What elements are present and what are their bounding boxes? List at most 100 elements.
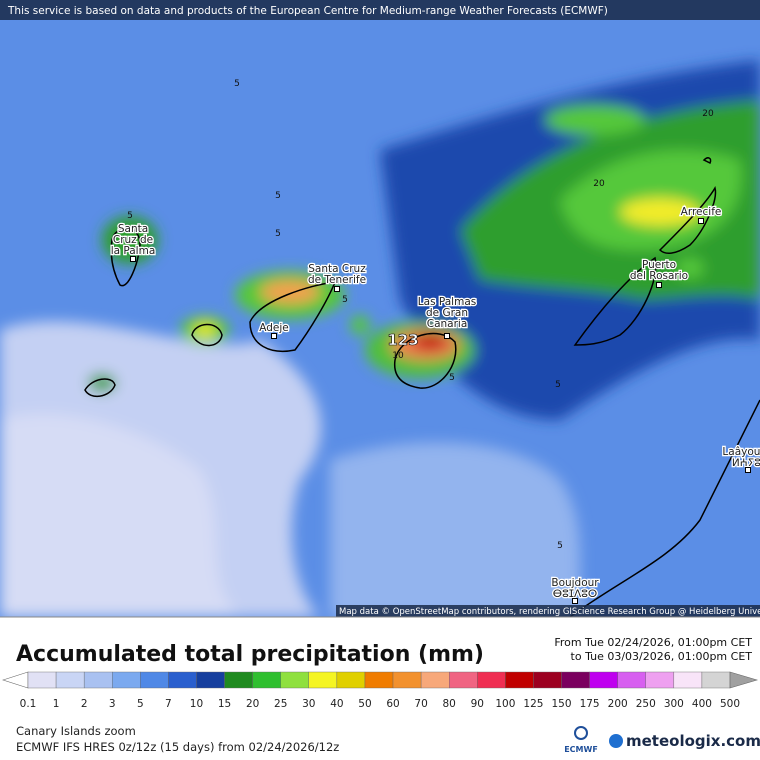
colorbar-label: 175 bbox=[580, 698, 600, 710]
contour-label: 5 bbox=[557, 541, 563, 551]
place-label: Santa bbox=[118, 223, 148, 235]
colorbar-label: 125 bbox=[523, 698, 543, 710]
colorbar-label: 80 bbox=[443, 698, 456, 710]
colorbar-box bbox=[364, 671, 394, 689]
colorbar-label: 100 bbox=[495, 698, 515, 710]
colorbar-label: 1 bbox=[53, 698, 60, 710]
contour-label: 5 bbox=[555, 380, 561, 390]
colorbar-box bbox=[196, 671, 225, 689]
place-label: Laâyoune bbox=[722, 446, 760, 458]
colorbar-label: 0.1 bbox=[20, 698, 37, 710]
colorbar-box bbox=[224, 671, 253, 689]
colorbar-box bbox=[645, 671, 675, 689]
contour-label: 5 bbox=[342, 295, 348, 305]
colorbar-low bbox=[2, 671, 29, 689]
place-label: del Rosario bbox=[630, 270, 688, 282]
colorbar-label: 400 bbox=[692, 698, 712, 710]
colorbar-label: 20 bbox=[246, 698, 259, 710]
ecmwf-icon bbox=[574, 726, 588, 740]
colorbar-box bbox=[392, 671, 422, 689]
colorbar-label: 3 bbox=[109, 698, 116, 710]
place-label: Puerto bbox=[642, 259, 676, 271]
colorbar-label: 150 bbox=[551, 698, 571, 710]
place-label: de Tenerife bbox=[308, 274, 366, 286]
place-marker bbox=[572, 598, 578, 604]
brand: meteologix.com bbox=[626, 732, 760, 750]
colorbar-label: 40 bbox=[330, 698, 343, 710]
place-label: Las Palmas bbox=[418, 296, 476, 308]
place-label: Boujdour bbox=[551, 577, 599, 589]
place-marker bbox=[656, 282, 662, 288]
colorbar-box bbox=[617, 671, 646, 689]
colorbar: 0.1 1 2 3 5 7 10 15 20 25 30 40 50 60 70 80 90 100 125 150 1… bbox=[2, 671, 759, 710]
colorbar-label: 25 bbox=[274, 698, 287, 710]
place-label: Adeje bbox=[259, 322, 289, 334]
place-marker bbox=[130, 256, 136, 262]
place-label: de Gran bbox=[426, 307, 468, 319]
place-label: Canaria bbox=[427, 318, 468, 330]
contour-label: 20 bbox=[702, 109, 714, 119]
colorbar-label: 250 bbox=[636, 698, 656, 710]
colorbar-label: 50 bbox=[358, 698, 371, 710]
place-marker bbox=[698, 218, 704, 224]
colorbar-box bbox=[449, 671, 478, 689]
colorbar-label: 70 bbox=[414, 698, 427, 710]
place-label: Arrecife bbox=[681, 206, 722, 218]
place-marker bbox=[444, 333, 450, 339]
colorbar-label: 500 bbox=[720, 698, 740, 710]
contour-label: 5 bbox=[234, 79, 240, 89]
coastlines bbox=[84, 157, 760, 617]
colorbar-high bbox=[729, 671, 759, 689]
model: ECMWF IFS HRES 0z/12z (15 days) from 02/… bbox=[16, 740, 339, 754]
contour-label: 5 bbox=[275, 229, 281, 239]
place-label: ⴱⵓⵊⴷⵓⵔ bbox=[553, 588, 597, 600]
colorbar-box bbox=[589, 671, 618, 689]
colorbar-label: 10 bbox=[190, 698, 203, 710]
colorbar-box bbox=[673, 671, 703, 689]
colorbar-box bbox=[420, 671, 450, 689]
colorbar-box bbox=[27, 671, 57, 689]
place-label: la Palma bbox=[111, 245, 156, 257]
colorbar-label: 200 bbox=[608, 698, 628, 710]
contour-label: 20 bbox=[593, 179, 605, 189]
colorbar-box bbox=[533, 671, 562, 689]
contour-labels: 5 5 5 5 5 5 5 5 20 20 10 bbox=[127, 79, 714, 551]
place-label: Cruz de bbox=[113, 234, 153, 246]
region: Canary Islands zoom bbox=[16, 724, 136, 738]
contour-label: 10 bbox=[392, 351, 404, 361]
colorbar-label: 15 bbox=[218, 698, 231, 710]
colorbar-label: 30 bbox=[302, 698, 315, 710]
colorbar-box bbox=[477, 671, 506, 689]
colorbar-box bbox=[55, 671, 85, 689]
ecmwf-logo: ECMWF bbox=[564, 745, 598, 754]
colorbar-box bbox=[701, 671, 731, 689]
colorbar-box bbox=[252, 671, 281, 689]
place-marker bbox=[334, 286, 340, 292]
contour-label: 5 bbox=[449, 373, 455, 383]
place-marker bbox=[271, 333, 277, 339]
colorbar-box bbox=[140, 671, 169, 689]
place-label: Santa Cruz bbox=[308, 263, 366, 275]
date-to: to Tue 03/03/2026, 01:00pm CET bbox=[571, 650, 753, 663]
colorbar-box bbox=[336, 671, 366, 689]
colorbar-box bbox=[112, 671, 141, 689]
attribution-bar bbox=[336, 605, 760, 617]
colorbar-label: 5 bbox=[137, 698, 144, 710]
colorbar-label: 60 bbox=[386, 698, 399, 710]
place-label: ⵍⵄⵢⵓⵏ bbox=[732, 457, 760, 469]
attribution: Map data © OpenStreetMap contributors, r… bbox=[339, 607, 760, 617]
colorbar-label: 300 bbox=[664, 698, 684, 710]
colorbar-box bbox=[561, 671, 590, 689]
colorbar-label: 90 bbox=[471, 698, 484, 710]
legend-title: Accumulated total precipitation (mm) bbox=[16, 642, 484, 667]
contour-label: 5 bbox=[127, 211, 133, 221]
brand-icon bbox=[609, 734, 623, 748]
contour-label: 5 bbox=[275, 191, 281, 201]
date-from: From Tue 02/24/2026, 01:00pm CET bbox=[554, 636, 752, 649]
colorbar-box bbox=[83, 671, 113, 689]
colorbar-box bbox=[505, 671, 534, 689]
map: This service is based on data and produc… bbox=[0, 0, 760, 617]
